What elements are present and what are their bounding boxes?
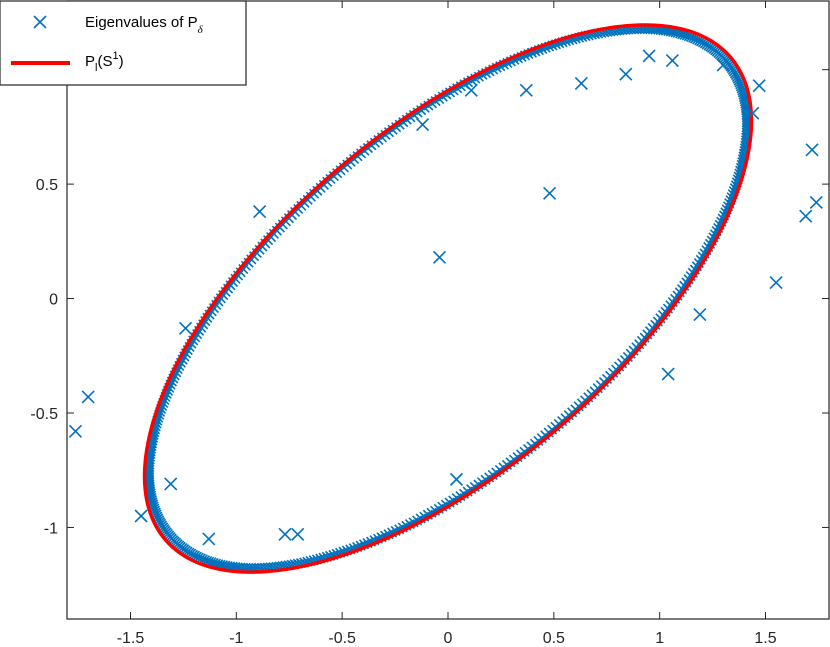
eigenvalue-point [68,424,83,438]
eigenvalue-point [278,527,292,541]
legend-x-mark [33,15,47,29]
legend-eigen-main: Eigenvalues of P [85,14,198,31]
eigenvalue-point [665,53,679,68]
legend-eigen-sub: δ [198,24,204,36]
eigenvalue-point [716,58,730,72]
eigenvalue-point [134,509,148,523]
eigenvalue-point [752,79,766,93]
legend-curve-sub: l [95,62,97,74]
legend-label-eigenvalues: Eigenvalues of Pδ [85,14,204,36]
y-tick-label: -1 [44,520,58,537]
x-tick-label: 1 [655,630,664,647]
x-tick-label: -1.5 [117,630,145,647]
eigenvalue-point [464,83,478,97]
eigenvalue-point [449,472,464,486]
plot-background [67,1,829,619]
eigenvalue-point [574,76,588,90]
legend-curve-close: ) [119,53,124,70]
eigenvalue-point [642,49,656,63]
legend-curve-sup: 1 [112,50,118,62]
legend-box [0,0,247,86]
eigenvalue-point [164,477,178,491]
eigenvalue-point [693,308,707,322]
legend-curve-suffix: (S [97,53,112,70]
legend-marker-x-icon [33,15,47,29]
x-tick-label: -1 [229,630,243,647]
eigenvalue-point [799,209,813,223]
eigenvalue-point [809,195,823,209]
x-tick-label: 1.5 [754,630,776,647]
legend: Eigenvalues of Pδ Pl(S1) [0,0,247,86]
eigenvalue-point [416,118,430,132]
eigenvalue-point [253,205,267,219]
x-tick-label: 0 [444,630,453,647]
eigenvalue-point [746,106,760,120]
eigenvalue-point [519,83,533,97]
curve-line [142,23,754,574]
eigenvalue-point [432,250,447,264]
y-tick-label: 0.5 [36,177,58,194]
legend-curve-main: P [85,53,95,70]
eigenvalue-point [202,532,216,546]
eigenvalue-points-layer [68,49,823,546]
eigenvalue-point [291,527,305,541]
eigenvalue-point [178,321,193,335]
x-tick-label: 0.5 [543,630,565,647]
x-tick-label: -0.5 [328,630,356,647]
y-tick-label: 0 [49,292,58,309]
y-tick-label: -0.5 [30,406,58,423]
eigenvalue-point [805,143,819,157]
legend-label-curve: Pl(S1) [85,50,124,74]
eigenvalue-point [769,275,783,290]
eigenvalue-point [619,67,633,81]
eigenvalue-point [543,186,557,200]
eigenvalue-point [81,390,95,404]
x-axis-ticks: -1.5 -1 -0.5 0 0.5 1 1.5 [117,1,777,647]
eigenvalue-point [661,367,675,381]
curve-layer [142,23,754,574]
